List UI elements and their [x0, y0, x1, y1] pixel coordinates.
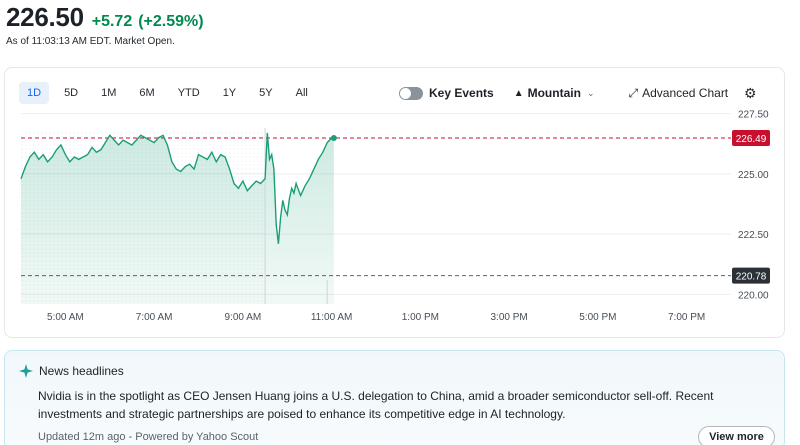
x-tick-label: 9:00 AM	[225, 312, 262, 323]
range-selector: 1D 5D 1M 6M YTD 1Y 5Y All	[19, 82, 323, 104]
news-header: News headlines	[19, 364, 124, 378]
x-tick-label: 11:00 AM	[311, 312, 353, 323]
range-button-1d[interactable]: 1D	[19, 82, 50, 104]
previous-close-badge: 220.78	[736, 272, 767, 283]
news-footer: Updated 12m ago - Powered by Yahoo Scout	[38, 431, 259, 443]
range-button-5y[interactable]: 5Y	[259, 87, 273, 99]
gear-icon[interactable]: ⚙	[744, 85, 757, 101]
last-price-badge-bg	[732, 129, 770, 146]
current-price: 226.50	[6, 2, 84, 32]
x-tick-label: 7:00 PM	[668, 312, 705, 323]
key-events-toggle[interactable]	[399, 86, 423, 100]
price-row: 226.50 +5.72 (+2.59%)	[6, 2, 204, 33]
x-tick-label: 3:00 PM	[491, 312, 528, 323]
chart-type-label: Mountain	[527, 86, 581, 100]
price-chart[interactable]: 227.50 225.00 222.50 220.00 5:00 AM 7:00 AM 9:…	[5, 68, 786, 339]
x-tick-label: 5:00 PM	[579, 312, 616, 323]
range-button-5d[interactable]: 5D	[64, 87, 79, 99]
range-button-ytd[interactable]: YTD	[177, 87, 200, 99]
mountain-icon: ▲	[513, 87, 524, 99]
y-tick-label: 222.50	[738, 230, 769, 241]
news-title: News headlines	[39, 364, 124, 378]
key-events-label: Key Events	[429, 86, 494, 100]
expand-arrow-icon: ⤢	[628, 85, 639, 100]
price-change-percent: (+2.59%)	[138, 13, 204, 30]
chart-card: 227.50 225.00 222.50 220.00 5:00 AM 7:00 AM 9:…	[4, 67, 785, 338]
sparkle-icon	[19, 364, 33, 378]
y-tick-label: 225.00	[738, 170, 769, 181]
advanced-chart-button[interactable]: ⤢ Advanced Chart	[628, 86, 728, 101]
y-tick-label: 227.50	[738, 110, 769, 121]
advanced-chart-label: Advanced Chart	[642, 86, 729, 100]
view-more-button[interactable]: View more	[698, 426, 775, 445]
price-area	[21, 132, 334, 304]
price-line	[20, 132, 334, 244]
as-of-timestamp: As of 11:03:13 AM EDT. Market Open.	[6, 36, 175, 47]
toggle-icon	[400, 87, 411, 99]
range-button-1y[interactable]: 1Y	[222, 87, 237, 99]
x-tick-label: 1:00 PM	[402, 312, 439, 323]
chart-toolbar: Key Events ▲ Mountain ⌄ ⤢ Advanced Chart	[399, 82, 728, 104]
range-button-6m[interactable]: 6M	[139, 87, 155, 99]
news-headlines-card: News headlines Nvidia is in the spotligh…	[4, 350, 785, 445]
chevron-down-icon: ⌄	[586, 87, 595, 98]
news-summary: Nvidia is in the spotlight as CEO Jensen…	[38, 389, 714, 421]
last-price-badge: 226.49	[736, 134, 767, 145]
price-change: +5.72	[91, 13, 133, 30]
quote-header: 226.50 +5.72 (+2.59%) As of 11:03:13 AM …	[6, 2, 204, 47]
x-tick-label: 5:00 AM	[47, 312, 84, 323]
range-button-all[interactable]: All	[295, 87, 308, 99]
chart-type-dropdown[interactable]: ▲ Mountain ⌄	[514, 86, 595, 100]
x-tick-label: 7:00 AM	[136, 312, 173, 323]
last-price-dot	[330, 134, 337, 141]
previous-close-badge-bg	[732, 267, 770, 284]
range-button-1m[interactable]: 1M	[101, 87, 117, 99]
y-tick-label: 220.00	[738, 290, 769, 301]
